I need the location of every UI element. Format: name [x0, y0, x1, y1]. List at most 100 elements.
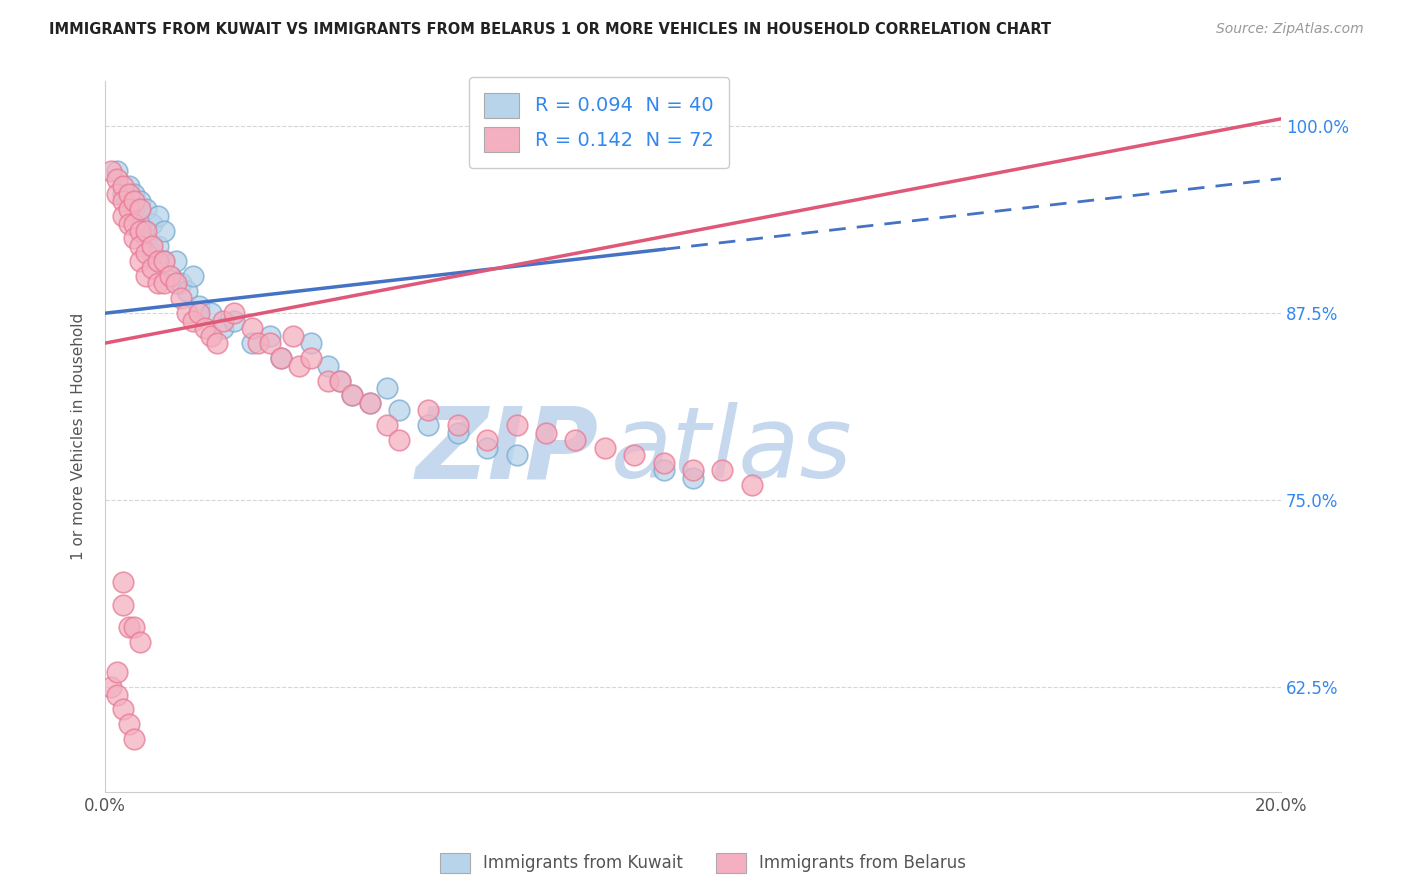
- Point: [129, 202, 152, 216]
- Point: [141, 239, 163, 253]
- Point: [135, 202, 157, 216]
- Point: [340, 388, 363, 402]
- Point: [447, 425, 470, 440]
- Point: [124, 732, 146, 747]
- Point: [146, 209, 169, 223]
- Point: [211, 321, 233, 335]
- Point: [329, 374, 352, 388]
- Point: [200, 306, 222, 320]
- Point: [259, 336, 281, 351]
- Point: [129, 635, 152, 649]
- Point: [111, 209, 134, 223]
- Point: [117, 202, 139, 216]
- Point: [318, 374, 340, 388]
- Point: [375, 381, 398, 395]
- Point: [152, 253, 174, 268]
- Point: [152, 277, 174, 291]
- Point: [318, 359, 340, 373]
- Point: [224, 306, 246, 320]
- Point: [181, 314, 204, 328]
- Point: [240, 336, 263, 351]
- Point: [447, 418, 470, 433]
- Point: [211, 314, 233, 328]
- Point: [623, 448, 645, 462]
- Point: [111, 194, 134, 208]
- Legend: R = 0.094  N = 40, R = 0.142  N = 72: R = 0.094 N = 40, R = 0.142 N = 72: [468, 77, 730, 168]
- Point: [652, 463, 675, 477]
- Point: [105, 665, 128, 679]
- Point: [593, 441, 616, 455]
- Point: [111, 702, 134, 716]
- Point: [270, 351, 292, 365]
- Point: [711, 463, 734, 477]
- Point: [240, 321, 263, 335]
- Point: [124, 217, 146, 231]
- Point: [152, 253, 174, 268]
- Point: [259, 328, 281, 343]
- Point: [129, 253, 152, 268]
- Point: [135, 224, 157, 238]
- Point: [129, 217, 152, 231]
- Point: [111, 575, 134, 590]
- Y-axis label: 1 or more Vehicles in Household: 1 or more Vehicles in Household: [72, 313, 86, 560]
- Point: [194, 321, 217, 335]
- Point: [534, 425, 557, 440]
- Point: [288, 359, 311, 373]
- Point: [299, 336, 322, 351]
- Point: [129, 224, 152, 238]
- Text: IMMIGRANTS FROM KUWAIT VS IMMIGRANTS FROM BELARUS 1 OR MORE VEHICLES IN HOUSEHOL: IMMIGRANTS FROM KUWAIT VS IMMIGRANTS FRO…: [49, 22, 1052, 37]
- Point: [682, 463, 704, 477]
- Point: [270, 351, 292, 365]
- Point: [100, 680, 122, 694]
- Point: [135, 268, 157, 283]
- Point: [682, 471, 704, 485]
- Point: [505, 448, 527, 462]
- Point: [129, 239, 152, 253]
- Point: [124, 202, 146, 216]
- Point: [165, 277, 187, 291]
- Point: [105, 186, 128, 201]
- Point: [111, 179, 134, 194]
- Point: [124, 620, 146, 634]
- Point: [359, 396, 381, 410]
- Point: [135, 231, 157, 245]
- Point: [205, 336, 228, 351]
- Point: [111, 598, 134, 612]
- Point: [329, 374, 352, 388]
- Point: [100, 164, 122, 178]
- Point: [188, 306, 211, 320]
- Point: [146, 277, 169, 291]
- Point: [124, 186, 146, 201]
- Point: [170, 291, 193, 305]
- Point: [141, 217, 163, 231]
- Point: [124, 231, 146, 245]
- Point: [170, 277, 193, 291]
- Text: atlas: atlas: [610, 402, 852, 500]
- Point: [146, 253, 169, 268]
- Point: [176, 284, 198, 298]
- Point: [418, 418, 440, 433]
- Point: [117, 620, 139, 634]
- Point: [141, 246, 163, 260]
- Point: [159, 268, 181, 283]
- Point: [165, 253, 187, 268]
- Point: [200, 328, 222, 343]
- Point: [124, 194, 146, 208]
- Point: [141, 261, 163, 276]
- Point: [741, 478, 763, 492]
- Point: [505, 418, 527, 433]
- Point: [564, 434, 586, 448]
- Point: [388, 403, 411, 417]
- Point: [477, 434, 499, 448]
- Point: [181, 268, 204, 283]
- Point: [129, 194, 152, 208]
- Point: [111, 186, 134, 201]
- Point: [388, 434, 411, 448]
- Point: [117, 217, 139, 231]
- Point: [652, 456, 675, 470]
- Point: [117, 186, 139, 201]
- Point: [188, 299, 211, 313]
- Point: [135, 246, 157, 260]
- Text: ZIP: ZIP: [416, 402, 599, 500]
- Point: [176, 306, 198, 320]
